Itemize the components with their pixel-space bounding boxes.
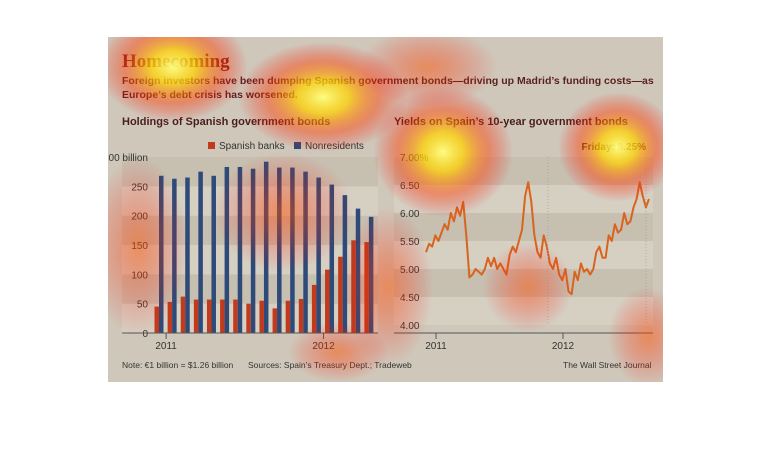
- bar-nonresidents: [342, 195, 348, 333]
- grid-band: [394, 269, 653, 297]
- y-tick-label: 250: [131, 182, 148, 193]
- legend-swatch-nonresidents: [294, 142, 301, 149]
- bar-nonresidents: [250, 168, 256, 333]
- x-tick-label: 2011: [155, 341, 177, 352]
- bar-nonresidents: [172, 178, 177, 333]
- x-tick-label: 2012: [552, 341, 575, 352]
- y-tick-label: 100: [131, 270, 148, 281]
- bar-nonresidents: [329, 184, 335, 333]
- bar-spanish-banks: [338, 256, 343, 333]
- y-tick-label: 6.50: [400, 181, 420, 192]
- publisher-credit: The Wall Street Journal: [563, 360, 652, 370]
- bar-spanish-banks: [298, 298, 304, 333]
- footnote: Note: €1 billion = $1.26 billion: [122, 360, 234, 370]
- bar-spanish-banks: [206, 299, 212, 333]
- charts-canvas: 0 50 100 150 200 250 €300 billion Spanish banks…: [108, 141, 653, 352]
- bar-nonresidents: [159, 175, 164, 333]
- x-tick-label: 2012: [312, 341, 335, 352]
- y-tick-label: 6.00: [400, 209, 420, 220]
- y-tick-label: 4.00: [400, 321, 420, 332]
- bar-spanish-banks: [272, 308, 278, 333]
- y-tick-label: 150: [131, 241, 148, 252]
- legend-swatch-spanish-banks: [208, 142, 215, 149]
- chart-figure: Homecoming Foreign investors have been d…: [108, 37, 663, 382]
- friday-annotation: Friday: 6.25%: [582, 142, 647, 153]
- legend-label-spanish-banks: Spanish banks: [219, 141, 285, 152]
- y-tick-label: 7.00%: [400, 153, 428, 164]
- bar-nonresidents: [368, 216, 374, 333]
- bar-spanish-banks: [311, 284, 317, 333]
- bar-nonresidents: [237, 166, 243, 333]
- bar-spanish-banks: [259, 300, 264, 333]
- bar-nonresidents: [303, 171, 308, 333]
- legend-label-nonresidents: Nonresidents: [305, 141, 364, 152]
- x-tick-label: 2011: [425, 341, 447, 352]
- bar-nonresidents: [263, 161, 269, 333]
- y-tick-label: 5.00: [400, 265, 420, 276]
- bar-nonresidents: [277, 167, 282, 333]
- bar-spanish-banks: [193, 299, 199, 333]
- bar-spanish-banks: [325, 269, 330, 333]
- bar-spanish-banks: [364, 242, 369, 333]
- bar-spanish-banks: [167, 301, 173, 333]
- bar-spanish-banks: [180, 296, 186, 333]
- bar-spanish-banks: [220, 299, 225, 333]
- grid-band: [394, 297, 653, 325]
- y-tick-label: 4.50: [400, 293, 420, 304]
- y-tick-label: €300 billion: [108, 153, 148, 164]
- bar-spanish-banks: [233, 299, 238, 333]
- y-tick-label: 50: [137, 300, 149, 311]
- sources-note: Sources: Spain’s Treasury Dept.; Tradewe…: [248, 360, 412, 370]
- y-tick-label: 0: [142, 329, 148, 340]
- bar-nonresidents: [290, 167, 295, 333]
- bar-spanish-banks: [246, 303, 251, 333]
- y-tick-label: 5.50: [400, 237, 420, 248]
- grid-band: [394, 157, 653, 185]
- bar-nonresidents: [211, 175, 216, 333]
- y-tick-label: 200: [131, 212, 148, 223]
- bar-nonresidents: [355, 208, 361, 333]
- bar-nonresidents: [185, 177, 190, 333]
- bar-nonresidents: [316, 177, 321, 333]
- bar-nonresidents: [224, 166, 230, 333]
- bar-spanish-banks: [154, 306, 159, 333]
- bar-spanish-banks: [285, 300, 291, 333]
- bar-nonresidents: [198, 171, 203, 333]
- bar-spanish-banks: [351, 240, 356, 333]
